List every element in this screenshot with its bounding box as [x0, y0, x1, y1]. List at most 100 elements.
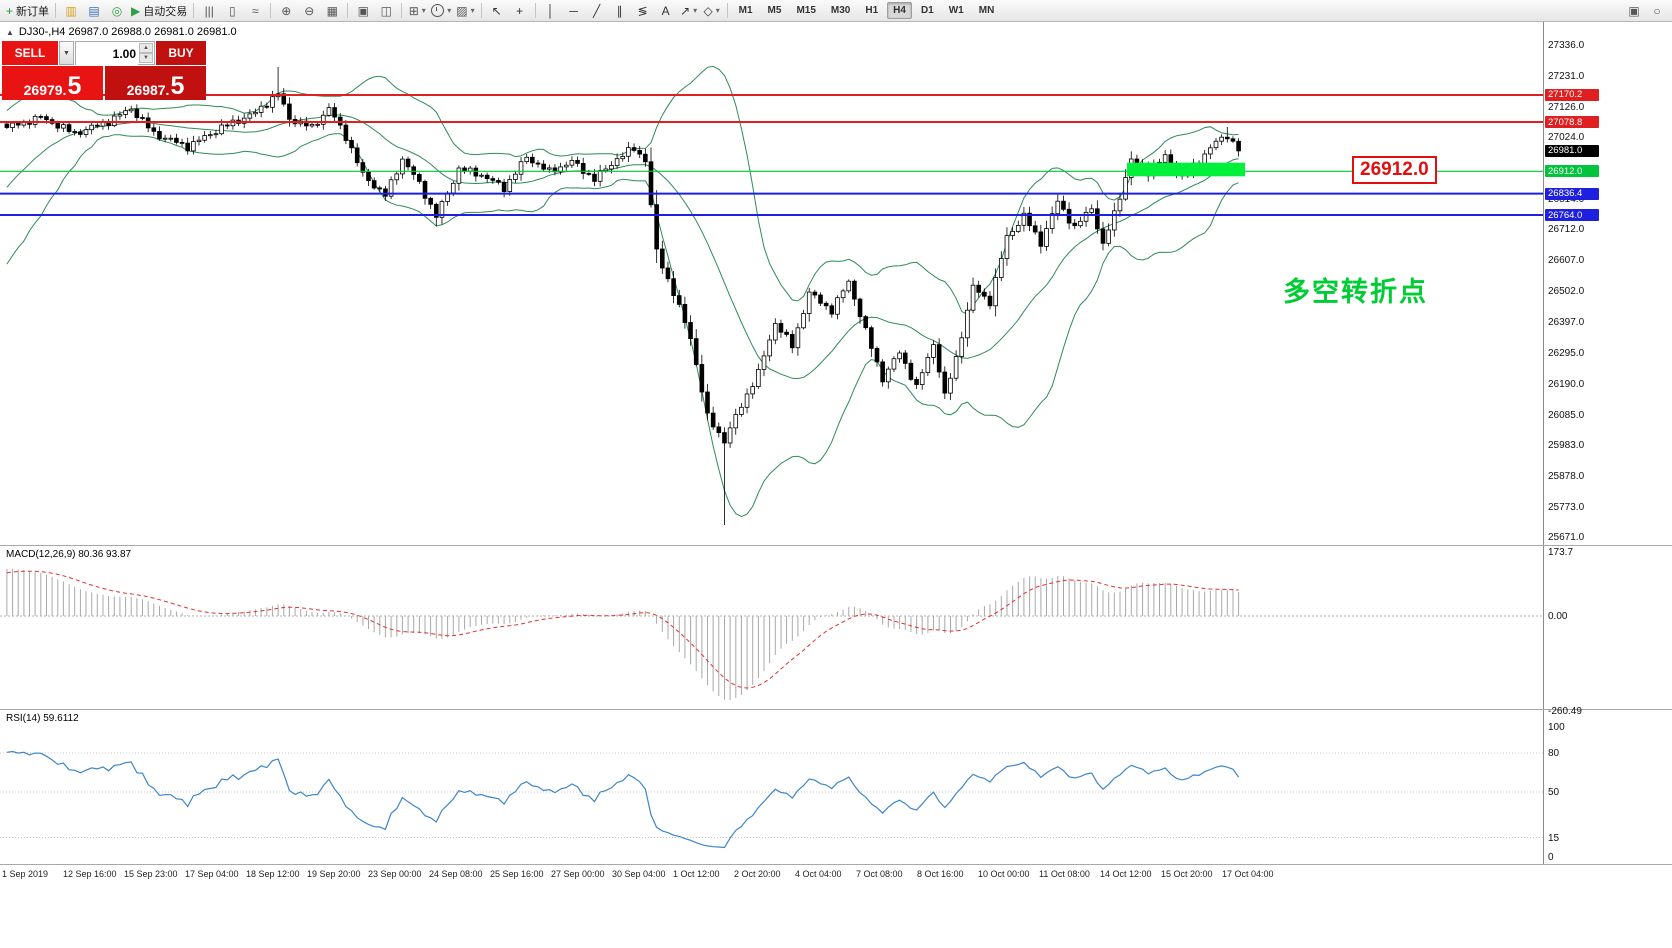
candle-body	[315, 123, 320, 126]
candle-body	[535, 162, 541, 165]
grid-button[interactable]: ▦	[321, 2, 343, 20]
line-chart-button[interactable]: ≈	[244, 2, 266, 20]
tile-windows-button[interactable]: ▣	[352, 2, 374, 20]
price-axis: 27336.0 27231.0 27126.0 27024.0 26814.0 26712…	[1544, 0, 1672, 948]
channel-button[interactable]: ∥	[609, 2, 631, 20]
buy-button[interactable]: BUY	[156, 41, 206, 65]
candle-body	[1015, 224, 1021, 232]
navigator-button[interactable]: ◎	[106, 2, 128, 20]
price-level-label: 26764.0	[1545, 209, 1599, 222]
trendline-icon: ╱	[593, 3, 601, 18]
candle-body	[1083, 211, 1089, 222]
timeframe-button-m30[interactable]: M30	[830, 5, 851, 16]
candle-body	[784, 331, 789, 335]
panel-divider[interactable]	[0, 709, 1672, 710]
candle-body	[631, 147, 637, 151]
timeframe-button-m5[interactable]: M5	[767, 5, 782, 16]
buy-price-main: 26987.	[126, 82, 170, 98]
candle-body	[1162, 154, 1168, 163]
indicators-button[interactable]: ⊞ ▾	[406, 2, 428, 20]
search-button[interactable]: ○	[1646, 2, 1668, 20]
macd-label: MACD(12,26,9) 80.36 93.87	[6, 549, 132, 560]
bar-chart-button[interactable]: |||	[198, 2, 220, 20]
fibonacci-button[interactable]: ≶	[632, 2, 654, 20]
highlight-rectangle[interactable]	[1127, 162, 1245, 177]
dropdown-arrow-icon: ▾	[421, 6, 426, 15]
buy-price[interactable]: 26987. 5	[105, 66, 206, 100]
price-axis-tick: 27126.0	[1548, 102, 1585, 114]
candle-body	[140, 117, 145, 119]
candle-body	[191, 141, 196, 152]
timeframe-button-h4[interactable]: H4	[887, 2, 912, 19]
horizontal-line-button[interactable]: ─	[563, 2, 585, 20]
sell-button[interactable]: SELL	[2, 41, 58, 65]
order-type-dropdown[interactable]: ▼	[59, 41, 74, 65]
cursor-icon: ↖	[491, 3, 502, 18]
cursor-button[interactable]: ↖	[486, 2, 508, 20]
tile-windows-icon: ▣	[357, 3, 369, 18]
market-watch-button[interactable]: ▤	[83, 2, 105, 20]
volume-up-icon[interactable]: ▲	[139, 43, 153, 53]
crosshair-icon: +	[516, 3, 524, 18]
vertical-line-button[interactable]: │	[540, 2, 562, 20]
candle-body	[580, 162, 586, 174]
price-callout-annotation[interactable]: 26912.0	[1352, 156, 1437, 184]
volume-input[interactable]	[76, 42, 138, 66]
window-icon: ▣	[1628, 3, 1640, 18]
new-order-button[interactable]: + 新订单	[4, 2, 51, 20]
collapse-triangle-icon[interactable]: ▲	[6, 27, 14, 37]
window-button[interactable]: ▣	[1623, 2, 1645, 20]
rsi-panel-chart[interactable]	[0, 711, 1543, 863]
time-axis-label: 19 Sep 20:00	[307, 869, 361, 879]
text-button[interactable]: A	[655, 2, 677, 20]
profiles-button[interactable]: ▥	[60, 2, 82, 20]
templates-button[interactable]: ▨ ▾	[454, 2, 476, 20]
candle-body	[450, 182, 456, 194]
toolbar-separator	[193, 3, 195, 18]
time-axis-label: 11 Oct 08:00	[1039, 869, 1090, 879]
candle-body	[976, 284, 981, 293]
crosshair-button[interactable]: +	[509, 2, 531, 20]
candle-body	[78, 131, 83, 135]
volume-down-icon[interactable]: ▼	[139, 53, 153, 63]
timeframe-button-h1[interactable]: H1	[865, 5, 879, 16]
zoom-in-button[interactable]: ⊕	[275, 2, 297, 20]
candle-body	[756, 368, 761, 387]
timeframe-button-d1[interactable]: D1	[920, 5, 934, 16]
candle-body	[869, 327, 874, 349]
arrows-button[interactable]: ↗ ▾	[678, 2, 700, 20]
candlestick-button[interactable]: ▯	[221, 2, 243, 20]
zoom-out-button[interactable]: ⊖	[298, 2, 320, 20]
candle-body	[953, 356, 959, 379]
candle-body	[761, 355, 767, 370]
candle-body	[202, 135, 207, 141]
auto-trading-button[interactable]: ▶ 自动交易	[129, 2, 189, 20]
candle-body	[665, 267, 671, 280]
periods-button[interactable]: ▾	[429, 2, 453, 20]
candle-body	[162, 137, 168, 140]
sell-price[interactable]: 26979. 5	[2, 66, 103, 100]
candle-body	[128, 108, 134, 112]
vertical-line-icon: │	[546, 3, 555, 18]
timeframe-button-m1[interactable]: M1	[738, 5, 753, 16]
candle-body	[1112, 210, 1117, 231]
cascade-windows-button[interactable]: ◫	[375, 2, 397, 20]
timeframe-button-m15[interactable]: M15	[796, 5, 816, 16]
candle-body	[1123, 177, 1128, 200]
shapes-button[interactable]: ◇ ▾	[701, 2, 723, 20]
candle-body	[1049, 213, 1055, 229]
macd-panel-chart[interactable]	[0, 547, 1543, 709]
trendline-button[interactable]: ╱	[586, 2, 608, 20]
candle-body	[417, 173, 422, 182]
turning-point-annotation[interactable]: 多空转折点	[1283, 277, 1428, 307]
candle-body	[716, 426, 722, 433]
timeframe-button-w1[interactable]: W1	[948, 5, 964, 16]
candle-body	[168, 137, 174, 140]
candle-body	[812, 291, 818, 296]
timeframe-button-mn[interactable]: MN	[978, 5, 995, 16]
main-chart[interactable]	[0, 22, 1543, 545]
candle-body	[1134, 158, 1140, 164]
candle-body	[863, 316, 868, 329]
panel-divider[interactable]	[0, 545, 1672, 546]
candle-body	[1078, 220, 1083, 227]
